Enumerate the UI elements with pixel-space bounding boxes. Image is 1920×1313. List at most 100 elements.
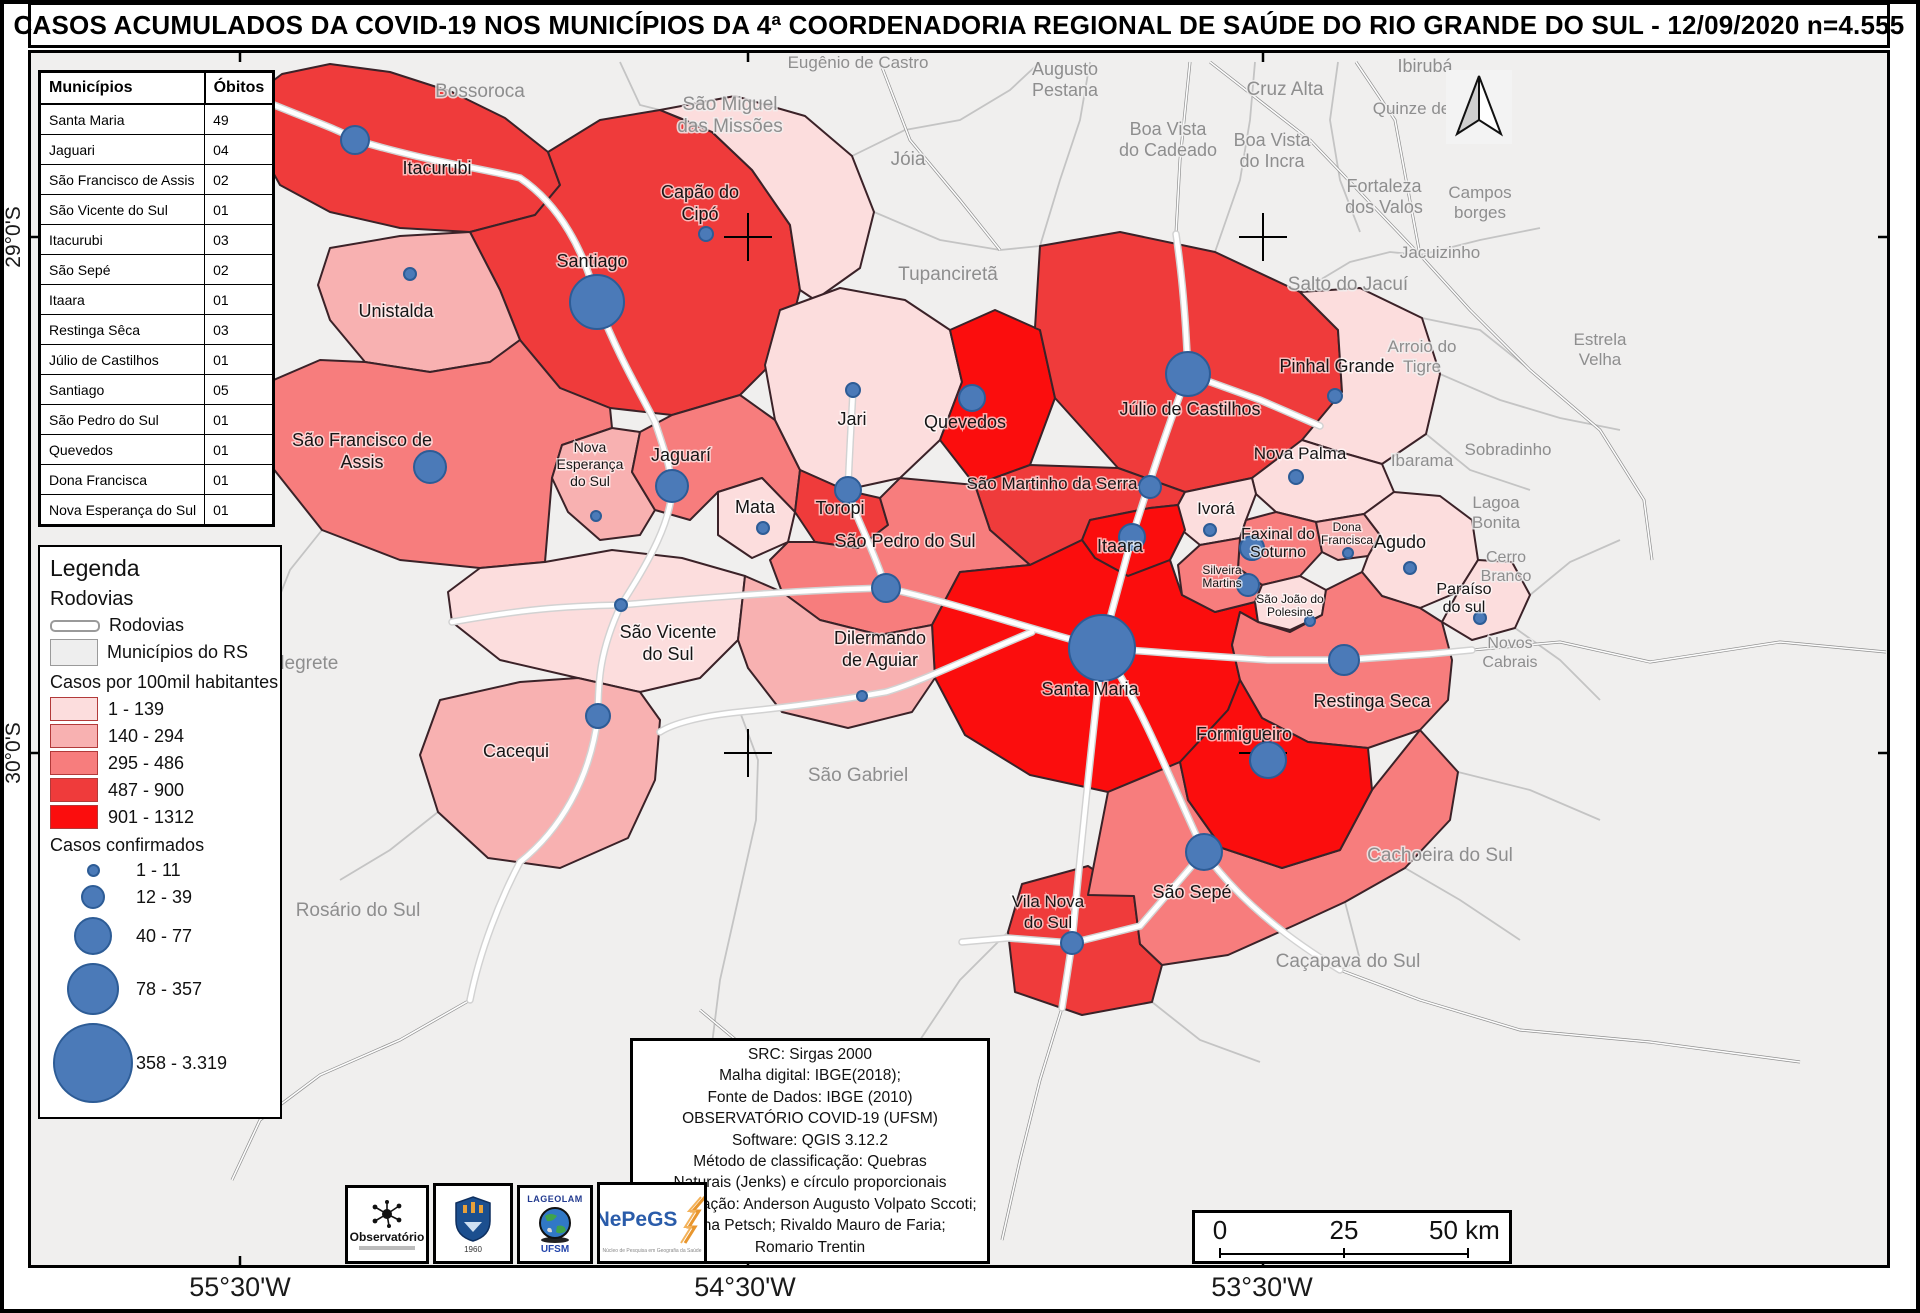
major-road	[449, 585, 1105, 651]
cases-circle-Vila Nova do Sul	[1060, 931, 1084, 955]
municipal-boundary	[1039, 61, 1091, 247]
region-label-Santa Maria: Santa Maria	[1041, 679, 1139, 699]
outside-municipality-label: Branco	[1481, 568, 1532, 585]
outside-municipality-label: São Miguel	[682, 94, 777, 115]
credits-line-3: OBSERVATÓRIO COVID-19 (UFSM)	[682, 1110, 938, 1128]
legend-roads-label: Rodovias	[109, 615, 185, 635]
cases-circle-Júlio de Castilhos	[1165, 351, 1211, 397]
region-label-Dona Francisca: Dona	[1333, 520, 1362, 534]
table-header-0: Municípios	[38, 70, 206, 105]
cases-circle-Faxinal do Soturno	[1239, 535, 1265, 561]
outside-municipality-label: Cruz Alta	[1246, 79, 1324, 100]
table-row: São Pedro do Sul 01	[38, 404, 275, 435]
circle-symbol-cell	[50, 885, 136, 909]
map-frame	[28, 50, 1890, 1268]
circle-symbol	[53, 1023, 133, 1103]
credits-line-4: Software: QGIS 3.12.2	[732, 1131, 888, 1149]
outside-municipality-label: Tupanciretã	[898, 264, 998, 285]
circle-symbol-cell	[50, 963, 136, 1015]
region-label-Faxinal do Soturno: Faxinal do	[1241, 526, 1315, 543]
municipal-boundary	[1529, 539, 1621, 596]
minor-road-fill	[1471, 641, 1887, 663]
scale-bar: 0 25 50 km	[1192, 1210, 1512, 1264]
major-road	[1185, 371, 1323, 429]
cases-circle-Capão do Cipó	[698, 226, 714, 242]
circle-symbol	[81, 885, 105, 909]
cases-circle-Jaguarí	[655, 469, 689, 503]
road-symbol	[50, 619, 100, 632]
region-label-São João do Polêsine: São João do	[1256, 592, 1324, 606]
municipal-boundary	[1439, 373, 1621, 431]
outside-municipality-label: Lagoa	[1472, 493, 1520, 512]
cases-circle-Quevedos	[958, 384, 986, 412]
outside-municipality-label: Novos	[1487, 635, 1532, 652]
region-label-Agudo: Agudo	[1374, 532, 1426, 552]
circle-label: 358 - 3.319	[136, 1052, 228, 1073]
cases-circle-Santiago	[569, 274, 625, 330]
legend-circle-0: 1 - 11	[50, 860, 280, 881]
cases-circle-Dona Francisca	[1342, 547, 1354, 559]
region-label-Paraíso do Sul: Paraíso	[1436, 581, 1491, 598]
minor-road-fill	[1529, 369, 1653, 561]
deaths-cell: 01	[204, 344, 275, 375]
cases-circle-Silveira Martins	[1236, 573, 1260, 597]
logo-lageolam-ufsm: UFSM	[540, 1244, 570, 1255]
cases-circle-Restinga Seca	[1328, 644, 1360, 676]
class-label: 487 - 900	[108, 779, 185, 800]
outside-municipality-label: do Cadeado	[1119, 140, 1217, 160]
outside-municipality-label: Velha	[1579, 350, 1622, 369]
legend-class-3: 487 - 900	[50, 778, 280, 802]
deaths-cell: 01	[204, 434, 275, 465]
cases-circle-São Francisco de Assis	[413, 450, 447, 484]
region-label-Vila Nova do Sul: Vila Nova	[1012, 892, 1085, 911]
outside-municipality-label: Fortaleza	[1346, 176, 1422, 196]
outside-municipality-label: Jacuizinho	[1400, 243, 1480, 262]
cases-circle-São Sepé	[1185, 833, 1223, 871]
region-label-São Vicente do Sul: do Sul	[642, 644, 693, 664]
scale-tick	[1343, 1248, 1345, 1258]
deaths-cell: 04	[204, 134, 275, 165]
circle-label: 78 - 357	[136, 978, 203, 999]
outside-municipality-label: do Incra	[1239, 151, 1305, 171]
outside-municipality-label: Augusto	[1032, 59, 1098, 79]
scale-0: 0	[1212, 1215, 1228, 1245]
municipality-cell: Dona Francisca	[38, 464, 206, 495]
region-label-Nova Esperança do Sul: Nova	[574, 439, 607, 455]
region-label-Nova Esperança do Sul: do Sul	[570, 473, 610, 489]
region-label-Dilermando de Aguiar: de Aguiar	[842, 650, 918, 670]
region-Jari	[764, 287, 963, 491]
cases-circle-Paraíso do Sul	[1473, 611, 1487, 625]
deaths-cell: 01	[204, 494, 275, 526]
scale-50km: 50 km	[1429, 1215, 1500, 1245]
latitude-label-29s: 29°0'S	[2, 206, 25, 268]
region-label-Formigueiro: Formigueiro	[1196, 724, 1292, 744]
outside-municipality-label: Cachoeira do Sul	[1367, 845, 1513, 866]
municipal-boundary	[1404, 867, 1521, 941]
cases-circle-São Pedro do Sul	[871, 573, 901, 603]
municipality-cell: Itacurubi	[38, 224, 206, 255]
minor-road-fill	[879, 61, 1001, 251]
region-label-Jaguarí: Jaguarí	[651, 445, 711, 465]
logo-lageolam-text: LAGEOLAM	[527, 1194, 583, 1204]
region-label-Itacurubi: Itacurubi	[402, 158, 471, 178]
credits-line-2: Fonte de Dados: IBGE (2010)	[707, 1088, 913, 1106]
region-label-São Martinho da Serra: São Martinho da Serra	[966, 474, 1138, 493]
municipal-boundary	[1514, 627, 1601, 701]
region-label-Unistalda: Unistalda	[358, 301, 434, 321]
deaths-cell: 01	[204, 284, 275, 315]
region-label-São Pedro do Sul: São Pedro do Sul	[834, 531, 975, 551]
region-label-Toropi: Toropi	[815, 498, 864, 518]
region-label-Restinga Seca: Restinga Seca	[1313, 691, 1431, 711]
municipal-boundary	[1425, 433, 1531, 491]
table-row: Restinga Sêca 03	[38, 314, 275, 345]
region-label-Vila Nova do Sul: do Sul	[1024, 913, 1072, 932]
outside-municipality-label: Tigre	[1403, 357, 1441, 376]
municipality-cell: Itaara	[38, 284, 206, 315]
longitude-label-5530w: 55°30'W	[189, 1272, 291, 1302]
region-label-São João do Polêsine: Polesine	[1267, 605, 1313, 619]
region-label-Cacequi: Cacequi	[483, 741, 549, 761]
outside-municipality-label: Rosário do Sul	[296, 900, 421, 921]
circle-symbol-cell	[50, 864, 136, 877]
minor-road-fill	[1175, 61, 1191, 235]
